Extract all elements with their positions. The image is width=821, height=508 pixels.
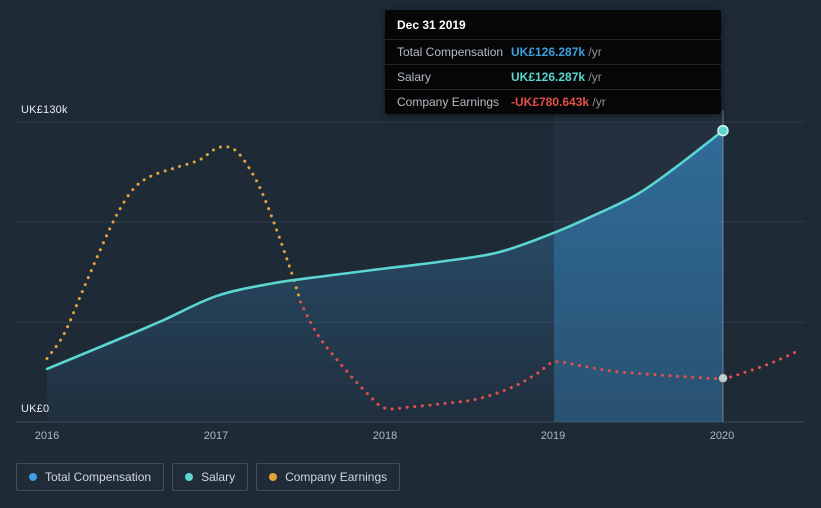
- x-tick-2020: 2020: [709, 430, 735, 442]
- tooltip-label: Company Earnings: [397, 95, 500, 109]
- legend-item-total-compensation[interactable]: Total Compensation: [16, 463, 165, 491]
- legend-label: Company Earnings: [285, 470, 388, 484]
- highlight-band-area: [554, 130, 723, 422]
- chart-tooltip: Dec 31 2019 Total Compensation UK£126.28…: [385, 10, 721, 114]
- tooltip-value: -UK£780.643k /yr: [511, 95, 606, 109]
- legend-dot-icon: [185, 473, 194, 481]
- legend-label: Salary: [201, 470, 236, 484]
- chart-legend: Total Compensation Salary Company Earnin…: [16, 463, 401, 491]
- legend-item-company-earnings[interactable]: Company Earnings: [256, 463, 401, 491]
- y-axis-label-max: UK£130k: [21, 104, 68, 116]
- salary-selected-marker[interactable]: [717, 124, 729, 137]
- tooltip-row-company-earnings: Company Earnings -UK£780.643k /yr: [385, 89, 721, 114]
- tooltip-label: Salary: [397, 70, 432, 84]
- tooltip-row-salary: Salary UK£126.287k /yr: [385, 64, 721, 89]
- x-tick-2017: 2017: [203, 430, 229, 442]
- y-axis-label-zero: UK£0: [21, 403, 50, 415]
- company-earnings-dotted-line: [45, 145, 302, 360]
- legend-dot-icon: [29, 473, 37, 481]
- tooltip-value: UK£126.287k /yr: [511, 70, 602, 84]
- company-earnings-marker[interactable]: [718, 373, 728, 384]
- legend-item-salary[interactable]: Salary: [172, 463, 249, 491]
- tooltip-row-total-compensation: Total Compensation UK£126.287k /yr: [385, 39, 721, 64]
- x-tick-2016: 2016: [34, 430, 60, 442]
- legend-label: Total Compensation: [45, 470, 152, 484]
- salary-line: [45, 129, 725, 371]
- tooltip-date: Dec 31 2019: [397, 18, 466, 32]
- x-tick-2018: 2018: [372, 430, 398, 442]
- tooltip-label: Total Compensation: [397, 45, 504, 59]
- legend-dot-icon: [269, 473, 278, 481]
- total-compensation-area: [47, 130, 723, 422]
- tooltip-value: UK£126.287k /yr: [511, 45, 602, 59]
- x-tick-2019: 2019: [540, 430, 566, 442]
